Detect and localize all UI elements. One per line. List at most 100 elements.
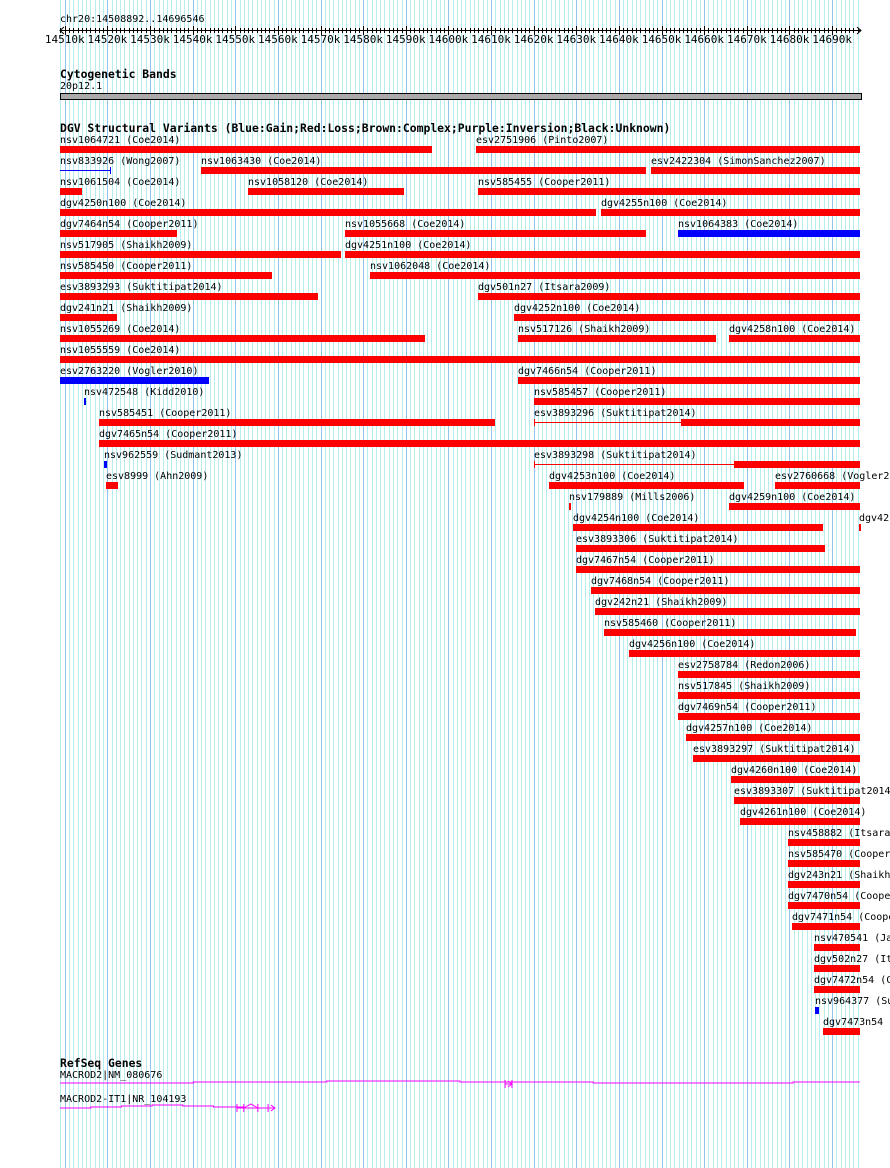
sv-loss-bar[interactable] [693,755,860,762]
sv-loss-bar[interactable] [740,818,860,825]
sv-loss-bar[interactable] [601,209,860,216]
sv-loss-bar[interactable] [859,524,861,531]
sv-gain-bar[interactable] [678,230,860,237]
sv-loss-bar[interactable] [775,482,860,489]
sv-label[interactable]: nsv964377 (Su [815,996,890,1007]
sv-label[interactable]: nsv517126 (Shaikh2009) [518,324,651,335]
sv-loss-bar[interactable] [476,146,860,153]
sv-label[interactable]: dgv4259n100 (Coe2014) [729,492,856,503]
sv-label[interactable]: esv3893306 (Suktitipat2014) [576,534,739,545]
sv-label[interactable]: dgv4258n100 (Coe2014) [729,324,856,335]
sv-loss-bar[interactable] [629,650,860,657]
sv-loss-bar[interactable] [99,440,860,447]
sv-label[interactable]: dgv7464n54 (Cooper2011) [60,219,199,230]
sv-label[interactable]: dgv4255n100 (Coe2014) [601,198,728,209]
sv-loss-bar[interactable] [60,272,272,279]
sv-label[interactable]: nsv179889 (Mills2006) [569,492,696,503]
sv-loss-bar[interactable] [788,881,860,888]
sv-label[interactable]: dgv7467n54 (Cooper2011) [576,555,715,566]
sv-loss-bar[interactable] [573,524,823,531]
sv-loss-bar[interactable] [734,797,860,804]
sv-label[interactable]: nsv585450 (Cooper2011) [60,261,193,272]
sv-thin-segment[interactable] [534,422,681,423]
ruler[interactable] [0,24,890,36]
sv-loss-bar[interactable] [651,167,860,174]
sv-loss-bar[interactable] [60,209,596,216]
sv-loss-bar[interactable] [823,1028,860,1035]
sv-label[interactable]: esv2422304 (SimonSanchez2007) [651,156,826,167]
sv-loss-bar[interactable] [686,734,860,741]
sv-loss-bar[interactable] [788,860,860,867]
sv-loss-bar[interactable] [60,356,860,363]
sv-thin-segment[interactable] [60,170,110,171]
sv-label[interactable]: esv2760668 (Vogler20 [775,471,890,482]
sv-loss-bar[interactable] [591,587,860,594]
sv-loss-bar[interactable] [729,335,860,342]
sv-label[interactable]: esv3893293 (Suktitipat2014) [60,282,223,293]
sv-loss-bar[interactable] [345,251,860,258]
sv-loss-bar[interactable] [60,146,432,153]
sv-label[interactable]: esv2763220 (Vogler2010) [60,366,199,377]
sv-label[interactable]: dgv7470n54 (Coope [788,891,890,902]
sv-loss-bar[interactable] [549,482,744,489]
sv-label[interactable]: esv2758784 (Redon2006) [678,660,811,671]
sv-loss-bar[interactable] [576,566,860,573]
sv-label[interactable]: dgv243n21 (Shaikh [788,870,890,881]
sv-loss-bar[interactable] [788,902,860,909]
sv-loss-bar[interactable] [60,230,177,237]
sv-label[interactable]: dgv502n27 (It [814,954,890,965]
gene-label[interactable]: MACROD2|NM_080676 [60,1070,163,1081]
sv-label[interactable]: nsv1058120 (Coe2014) [248,177,369,188]
sv-loss-bar[interactable] [514,314,860,321]
sv-loss-bar[interactable] [734,461,860,468]
sv-label[interactable]: esv8999 (Ahn2009) [106,471,209,482]
sv-label[interactable]: dgv4261n100 (Coe2014) [740,807,867,818]
sv-label[interactable]: esv2751906 (Pinto2007) [476,135,609,146]
sv-label[interactable]: nsv1061504 (Coe2014) [60,177,181,188]
sv-label[interactable]: nsv1055559 (Coe2014) [60,345,181,356]
sv-label[interactable]: dgv7473n54 [823,1017,884,1028]
sv-label[interactable]: nsv517845 (Shaikh2009) [678,681,811,692]
sv-gain-bar[interactable] [84,398,86,405]
gene-model[interactable] [0,1080,890,1092]
sv-label[interactable]: nsv962559 (Sudmant2013) [104,450,243,461]
sv-loss-bar[interactable] [678,671,860,678]
sv-label[interactable]: nsv470541 (Ja [814,933,890,944]
sv-label[interactable]: nsv1064383 (Coe2014) [678,219,799,230]
sv-label[interactable]: nsv585460 (Cooper2011) [604,618,737,629]
sv-loss-bar[interactable] [814,986,860,993]
sv-loss-bar[interactable] [678,713,860,720]
sv-loss-bar[interactable] [792,923,860,930]
sv-label[interactable]: dgv7468n54 (Cooper2011) [591,576,730,587]
sv-loss-bar[interactable] [345,230,646,237]
sv-label[interactable]: esv3893297 (Suktitipat2014) [693,744,856,755]
cytoband-bar[interactable] [60,93,862,100]
sv-label[interactable]: nsv472548 (Kidd2010) [84,387,205,398]
sv-label[interactable]: dgv42 [859,513,890,524]
sv-label[interactable]: dgv7466n54 (Cooper2011) [518,366,657,377]
sv-label[interactable]: dgv7472n54 (C [814,975,890,986]
sv-loss-bar[interactable] [60,293,318,300]
gene-model[interactable] [0,1103,890,1116]
sv-label[interactable]: dgv242n21 (Shaikh2009) [595,597,728,608]
sv-label[interactable]: dgv4253n100 (Coe2014) [549,471,676,482]
sv-label[interactable]: dgv7471n54 (Coope [792,912,890,923]
sv-loss-bar[interactable] [731,776,860,783]
sv-label[interactable]: dgv501n27 (Itsara2009) [478,282,611,293]
sv-label[interactable]: nsv585455 (Cooper2011) [478,177,611,188]
sv-gain-bar[interactable] [815,1007,819,1014]
sv-label[interactable]: nsv1055668 (Coe2014) [345,219,466,230]
sv-label[interactable]: nsv517905 (Shaikh2009) [60,240,193,251]
sv-loss-bar[interactable] [576,545,825,552]
sv-loss-bar[interactable] [518,335,716,342]
sv-label[interactable]: esv3893307 (Suktitipat2014 [734,786,890,797]
sv-label[interactable]: esv3893296 (Suktitipat2014) [534,408,697,419]
sv-loss-bar[interactable] [814,944,860,951]
sv-label[interactable]: nsv1062048 (Coe2014) [370,261,491,272]
sv-loss-bar[interactable] [60,335,425,342]
sv-label[interactable]: nsv1064721 (Coe2014) [60,135,181,146]
sv-loss-bar[interactable] [60,314,117,321]
sv-loss-bar[interactable] [106,482,118,489]
sv-label[interactable]: dgv4254n100 (Coe2014) [573,513,700,524]
sv-loss-bar[interactable] [201,167,646,174]
